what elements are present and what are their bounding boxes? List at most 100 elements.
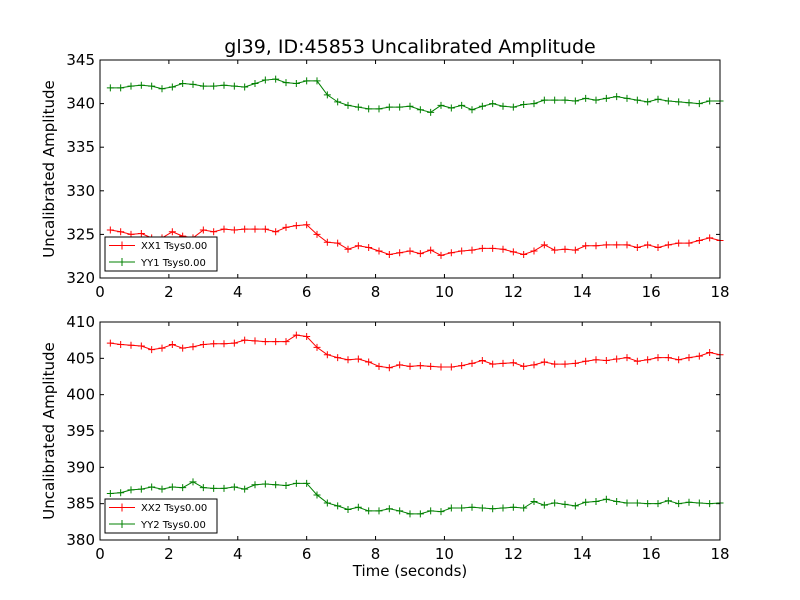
x-tick-label: 0 <box>95 545 105 563</box>
data-point <box>292 80 300 88</box>
data-point <box>499 504 507 512</box>
data-point <box>406 247 414 255</box>
data-point <box>468 106 476 114</box>
data-point <box>633 357 641 365</box>
data-point <box>633 499 641 507</box>
data-point <box>179 344 187 352</box>
data-point <box>220 484 228 492</box>
data-point <box>375 362 383 370</box>
data-point <box>613 93 621 101</box>
bottom-series-group <box>106 331 724 518</box>
data-point <box>303 221 311 229</box>
data-point <box>530 100 538 108</box>
data-point <box>551 360 559 368</box>
y-tick-label: 395 <box>66 422 95 440</box>
y-tick-label: 380 <box>66 531 95 549</box>
x-tick-label: 4 <box>233 545 243 563</box>
data-point <box>675 239 683 247</box>
data-point <box>385 364 393 372</box>
data-point <box>199 82 207 90</box>
data-point <box>127 341 135 349</box>
data-point <box>148 346 156 354</box>
data-point <box>540 501 548 509</box>
data-point <box>623 94 631 102</box>
chart-title: gl39, ID:45853 Uncalibrated Amplitude <box>224 36 595 58</box>
y-tick-label: 330 <box>66 182 95 200</box>
y-tick-label: 335 <box>66 138 95 156</box>
data-point <box>654 95 662 103</box>
data-point <box>148 483 156 491</box>
data-point <box>148 82 156 90</box>
data-point <box>303 333 311 341</box>
top-y-axis-label: Uncalibrated Amplitude <box>40 80 58 257</box>
data-point <box>644 356 652 364</box>
data-point <box>303 77 311 85</box>
data-point <box>137 342 145 350</box>
data-point <box>447 104 455 112</box>
data-point <box>447 363 455 371</box>
bottom-panel: 0 2 4 6 8 10 12 14 16 18 380 385 390 395 400 405 410 Un… <box>40 313 730 563</box>
data-point <box>685 99 693 107</box>
x-tick-label: 14 <box>573 283 592 301</box>
data-point <box>354 355 362 363</box>
data-point <box>613 355 621 363</box>
data-point <box>396 361 404 369</box>
data-point <box>282 79 290 87</box>
data-point <box>385 250 393 258</box>
x-tick-label: 12 <box>504 545 523 563</box>
data-point <box>313 77 321 85</box>
data-point <box>272 75 280 83</box>
legend-entry-xx2: XX2 Tsys0.00 <box>109 503 207 514</box>
x-tick-label: 18 <box>710 545 729 563</box>
data-point <box>509 103 517 111</box>
data-point <box>282 338 290 346</box>
data-point <box>375 105 383 113</box>
bottom-legend-box <box>104 498 218 534</box>
bottom-legend: XX2 Tsys0.00 YY2 Tsys0.00 <box>104 498 218 534</box>
data-point <box>458 101 466 109</box>
data-point <box>644 98 652 106</box>
x-tick-label: 16 <box>642 545 661 563</box>
x-tick-label: 10 <box>435 283 454 301</box>
data-point <box>582 242 590 250</box>
data-point <box>427 108 435 116</box>
x-tick-label: 8 <box>371 545 381 563</box>
data-point <box>582 357 590 365</box>
y-tick-label: 410 <box>66 313 95 331</box>
data-point <box>241 485 249 493</box>
data-point <box>230 226 238 234</box>
data-point <box>437 508 445 516</box>
data-point <box>313 491 321 499</box>
data-point <box>230 82 238 90</box>
legend-label-yy1: YY1 Tsys0.00 <box>140 258 206 269</box>
x-tick-label: 18 <box>710 283 729 301</box>
data-point <box>344 101 352 109</box>
data-point <box>406 362 414 370</box>
data-point <box>168 228 176 236</box>
data-point <box>117 84 125 92</box>
data-point <box>664 241 672 249</box>
data-point <box>210 82 218 90</box>
data-point <box>106 489 114 497</box>
data-point <box>230 339 238 347</box>
data-point <box>241 83 249 91</box>
data-point <box>427 507 435 515</box>
data-point <box>365 105 373 113</box>
series-yy1 <box>106 75 724 116</box>
data-point <box>633 243 641 251</box>
data-point <box>365 358 373 366</box>
data-point <box>158 344 166 352</box>
bottom-y-axis: 380 385 390 395 400 405 410 <box>66 313 720 549</box>
data-point <box>478 357 486 365</box>
series-yy2 <box>106 478 724 518</box>
data-point <box>344 245 352 253</box>
data-point <box>447 249 455 257</box>
data-point <box>230 483 238 491</box>
y-tick-label: 340 <box>66 95 95 113</box>
x-tick-label: 0 <box>95 283 105 301</box>
data-point <box>675 356 683 364</box>
data-point <box>437 101 445 109</box>
data-point <box>106 226 114 234</box>
data-point <box>530 361 538 369</box>
